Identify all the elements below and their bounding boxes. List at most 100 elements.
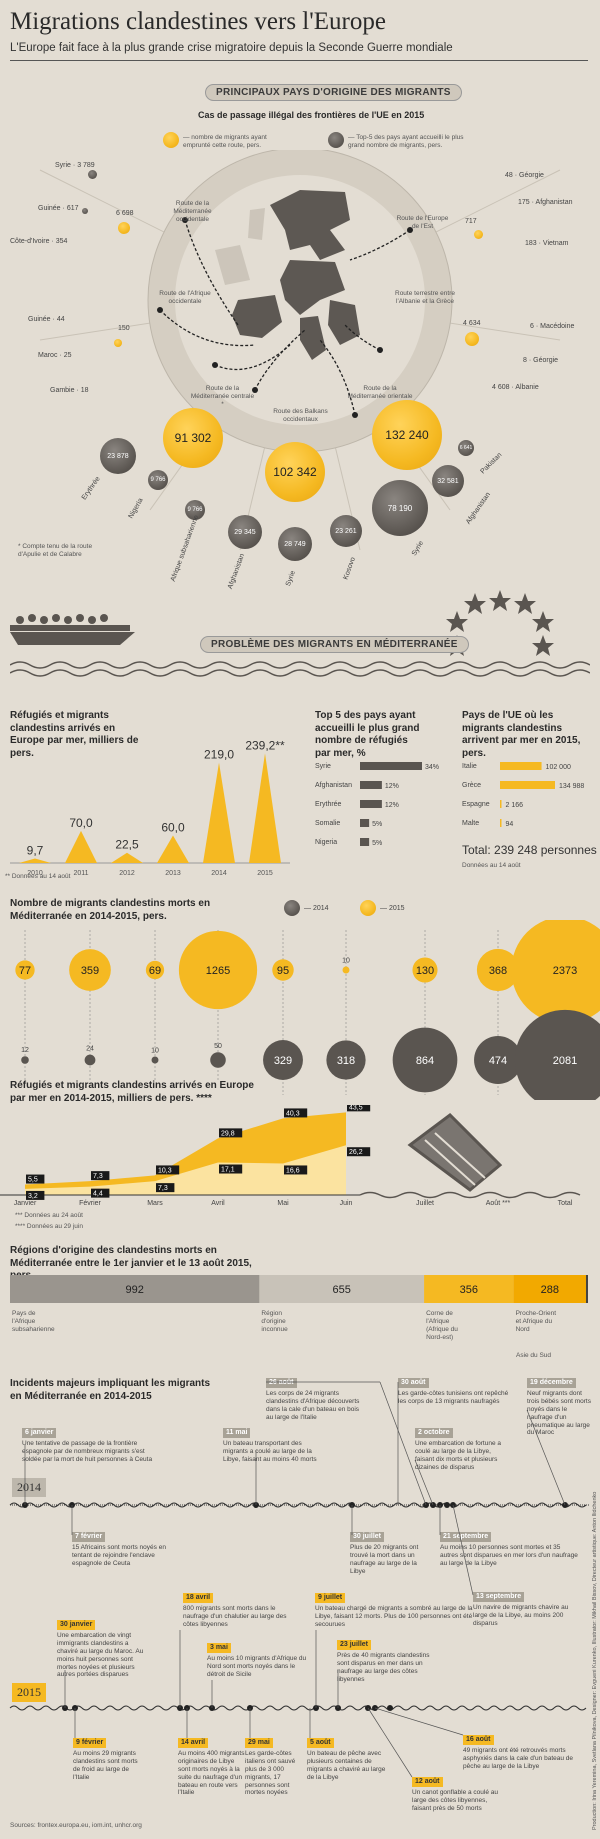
page-subtitle: L'Europe fait face à la plus grande cris… xyxy=(10,42,453,54)
deaths-2014-label: 329 xyxy=(274,1055,292,1067)
eu-total: Total: 239 248 personnes xyxy=(462,843,597,857)
left-country-3: Guinée · 44 xyxy=(28,316,65,323)
arrivals-year-label: 2012 xyxy=(119,870,135,877)
timeline-title: Incidents majeurs impliquant les migrant… xyxy=(10,1378,211,1402)
legend-grey-dot xyxy=(328,132,344,148)
deaths-bubble-chart: 77 359 69 1265 95 10 130 368 2373 12 24 10 50 329 318 8… xyxy=(15,920,600,1100)
area-2014-label-text: 16,6 xyxy=(286,1167,300,1174)
area-footnote-2: **** Données au 29 juin xyxy=(15,1223,83,1230)
right-country-0: 48 · Géorgie xyxy=(505,172,544,179)
arrivals-year-label: 2013 xyxy=(165,870,181,877)
deaths-2014-label: 50 xyxy=(214,1043,222,1050)
eu-countries-chart: Italie 102 000 Grèce 134 988 Espagne 2 166 Mal… xyxy=(462,762,584,828)
area-2014-label: 4,4 xyxy=(91,1188,110,1198)
deaths-2014-bubble xyxy=(151,1056,159,1064)
sources: Sources: frontex.europa.eu, iom.int, unh… xyxy=(10,1822,142,1829)
page-title: Migrations clandestines vers l'Europe xyxy=(10,8,386,35)
deaths-2015-bubble xyxy=(412,957,438,983)
top5-bar xyxy=(360,762,422,770)
arrivals-value-label: 22,5 xyxy=(115,838,139,852)
region-segment xyxy=(513,1275,586,1303)
bubble-central-med: 91 302 xyxy=(163,408,223,468)
area-2015-label: 43,5 xyxy=(347,1105,371,1112)
deaths-2014-label: 24 xyxy=(86,1046,94,1053)
region-category-label: l'Afrique xyxy=(12,1318,36,1325)
event-2015-5: 9 février Au moins 29 migrants clandestin… xyxy=(73,1738,138,1781)
eu-value-label: 94 xyxy=(506,821,514,828)
deaths-2014-bubble xyxy=(326,1040,366,1080)
deaths-2014-label: 12 xyxy=(21,1047,29,1054)
region-category-label: et Afrique du xyxy=(516,1318,553,1325)
deaths-2015-label: 1265 xyxy=(206,965,230,977)
month-label: Mars xyxy=(147,1200,163,1207)
area-2015-label-text: 40,3 xyxy=(286,1110,300,1117)
right-total-0: 717 xyxy=(465,218,477,225)
deaths-2015-label: 10 xyxy=(342,958,350,965)
event-2014-0: 6 janvier Une tentative de passage de la … xyxy=(22,1428,153,1463)
event-2015-8: 5 août Un bateau de pêche avec plusieurs … xyxy=(307,1738,386,1781)
event-2015-7: 29 mai Les garde-côtes italiens ont sauvé… xyxy=(245,1738,296,1797)
deaths-2014-label: 2081 xyxy=(553,1055,577,1067)
month-label: Avril xyxy=(211,1200,225,1207)
eu-bar xyxy=(500,819,502,827)
top5-value-label: 5% xyxy=(372,840,382,847)
left-total-1-dot xyxy=(114,339,122,347)
arrivals-bar xyxy=(157,835,189,863)
timeline-year-2015: 2015 xyxy=(12,1683,46,1702)
area-2015-label: 5,5 xyxy=(26,1174,45,1184)
bubble-balkans: 102 342 xyxy=(265,442,325,502)
region-segment xyxy=(10,1275,260,1303)
deaths-2014-bubble xyxy=(263,1040,303,1080)
boat-stars-illustration xyxy=(10,590,590,677)
route-label-central-med: Route de la Méditerranée centrale * xyxy=(190,385,255,408)
eu-note: Données au 14 août xyxy=(462,862,521,869)
top5-chart-title: Top 5 des pays ayant accueilli le plus g… xyxy=(315,710,420,759)
deaths-2014-bubble xyxy=(210,1052,226,1068)
area-2014 xyxy=(25,1145,346,1195)
eu-category-label: Italie xyxy=(462,763,477,770)
timeline-connectors xyxy=(24,1381,566,1778)
deaths-2014-bubble xyxy=(84,1054,96,1066)
arrivals-bar xyxy=(249,753,281,863)
event-2015-4: 23 juillet Près de 40 migrants clandestin… xyxy=(337,1640,430,1683)
region-segment xyxy=(424,1275,514,1303)
right-country-2: 183 · Vietnam xyxy=(525,240,569,247)
arrivals-bar xyxy=(19,858,51,863)
left-total-0-dot xyxy=(118,222,130,234)
left-country-5: Gambie · 18 xyxy=(50,387,89,394)
eu-chart-title: Pays de l'UE où les migrants clandestins… xyxy=(462,710,581,759)
route-label-west-med: Route de la Méditerranée occidentale xyxy=(173,200,212,223)
eu-bar xyxy=(500,762,542,770)
area-2015-label-text: 43,5 xyxy=(349,1105,363,1111)
top5-category-label: Syrie xyxy=(315,763,331,770)
deaths-2014-label: 318 xyxy=(337,1055,355,1067)
top5-bar xyxy=(360,800,382,808)
route-label-east-med: Route de la Méditerranée orientale xyxy=(347,385,413,400)
legend-yellow-text: — nombre de migrants ayant emprunté cett… xyxy=(183,134,267,149)
deaths-2014-bubble xyxy=(514,1009,600,1100)
bubble-east-med: 132 240 xyxy=(372,400,442,470)
bubble-syrie-2: 78 190 xyxy=(372,480,428,536)
arrivals-footnote: ** Données au 14 août xyxy=(5,873,71,880)
eu-bar xyxy=(500,800,502,808)
region-segment xyxy=(585,1275,588,1303)
area-2014-label-text: 3,2 xyxy=(28,1193,38,1200)
origin-heading: Cas de passage illégal des frontières de… xyxy=(198,110,425,120)
event-2014-2: 26 août Les corps de 24 migrants clandest… xyxy=(266,1378,360,1421)
left-country-2: Côte-d'Ivoire · 354 xyxy=(10,238,68,245)
med-section-pill: PROBLÈME DES MIGRANTS EN MÉDITERRANÉE xyxy=(200,636,469,653)
region-category-label: (Afrique du xyxy=(426,1326,458,1333)
arrivals-chart-title: Réfugiés et migrants clandestins arrivés… xyxy=(10,710,139,759)
deaths-2015-label: 130 xyxy=(416,965,434,977)
top5-countries-chart: Syrie 34% Afghanistan 12% Erythrée 12% Somalie… xyxy=(315,762,439,847)
top5-value-label: 34% xyxy=(425,764,439,771)
region-category-label: d'origine xyxy=(261,1318,286,1325)
route-label-west-africa: Route de l'Afrique occidentale xyxy=(159,290,211,305)
deaths-2015-bubble xyxy=(342,966,350,974)
area-2015-label-text: 5,5 xyxy=(28,1177,38,1184)
deaths-2015-bubble xyxy=(178,930,258,1010)
eu-value-label: 102 000 xyxy=(546,764,571,771)
deaths-legend-2014-dot xyxy=(284,900,300,916)
eu-value-label: 2 166 xyxy=(506,802,524,809)
top5-value-label: 12% xyxy=(385,783,399,790)
